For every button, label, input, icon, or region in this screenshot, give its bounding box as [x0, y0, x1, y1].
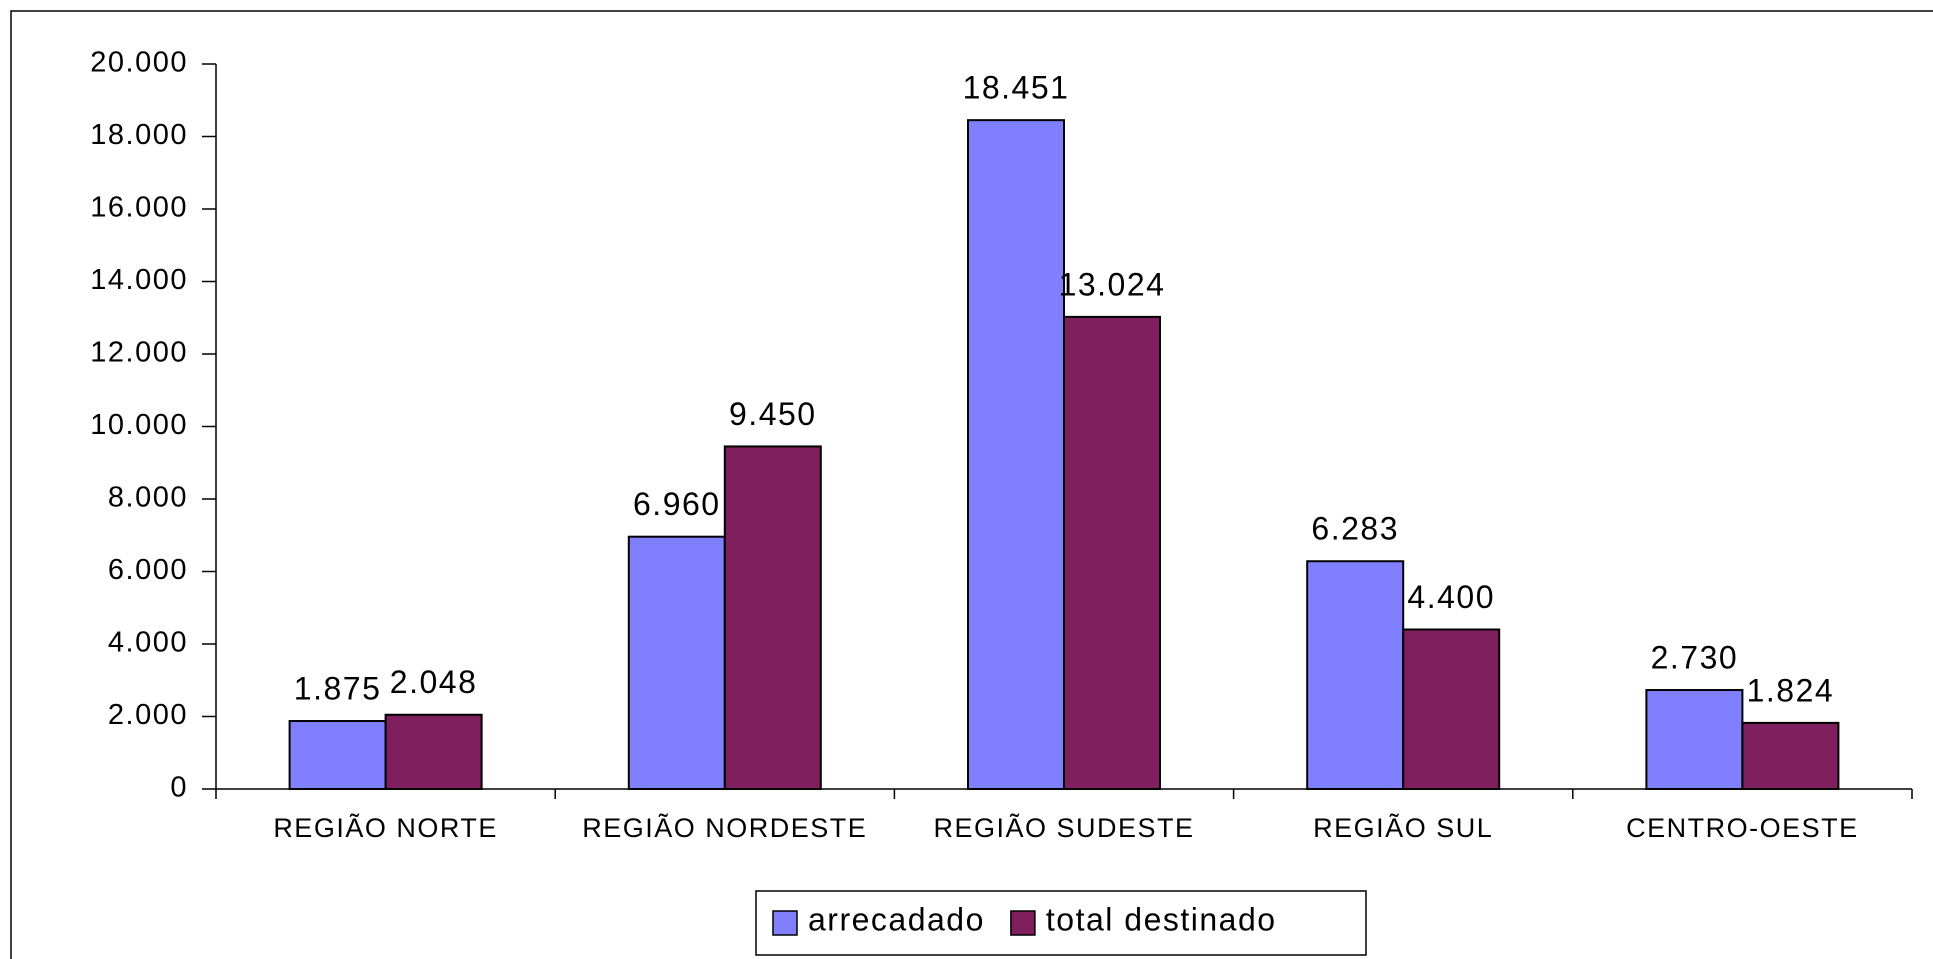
bar: [1645, 689, 1744, 790]
x-tick-label: REGIÃO SUL: [1313, 812, 1493, 843]
y-tick-label: 12.000: [90, 337, 188, 369]
y-tick-label: 8.000: [108, 482, 188, 514]
value-label: 6.960: [633, 486, 721, 522]
x-tick-label: REGIÃO SUDESTE: [933, 812, 1194, 843]
legend-box: [755, 890, 1367, 956]
bar: [1063, 315, 1161, 790]
y-tick-label: 16.000: [90, 192, 188, 224]
legend-label: total destinado: [1046, 901, 1277, 937]
bar: [723, 445, 822, 790]
y-tick-label: 14.000: [90, 264, 188, 296]
value-label: 13.024: [1059, 266, 1166, 302]
y-tick-label: 10.000: [90, 409, 188, 441]
y-tick-label: 0: [170, 772, 188, 804]
y-tick-label: 2.000: [108, 699, 188, 731]
y-tick-label: 20.000: [90, 47, 188, 79]
x-tick-label: REGIÃO NORTE: [273, 812, 498, 843]
value-label: 4.400: [1407, 579, 1495, 615]
value-label: 1.875: [294, 670, 382, 706]
value-label: 2.048: [390, 664, 478, 700]
bar: [967, 119, 1065, 791]
bar: [1741, 721, 1840, 791]
value-label: 6.283: [1311, 511, 1399, 547]
y-tick-label: 4.000: [108, 627, 188, 659]
bar: [384, 713, 483, 791]
value-label: 9.450: [729, 396, 817, 432]
legend-swatch: [772, 910, 798, 936]
bar: [1402, 628, 1501, 790]
bar: [627, 535, 726, 791]
bar: [288, 720, 387, 790]
bar: [1306, 560, 1405, 791]
x-tick-label: CENTRO-OESTE: [1626, 813, 1859, 843]
value-label: 2.730: [1651, 639, 1739, 675]
y-tick-label: 18.000: [90, 119, 188, 151]
legend-swatch: [1010, 910, 1036, 936]
y-tick-label: 6.000: [108, 554, 188, 586]
value-label: 18.451: [963, 70, 1070, 106]
x-tick-label: REGIÃO NORDESTE: [582, 812, 867, 843]
value-label: 1.824: [1747, 672, 1835, 708]
legend-label: arrecadado: [808, 901, 985, 937]
